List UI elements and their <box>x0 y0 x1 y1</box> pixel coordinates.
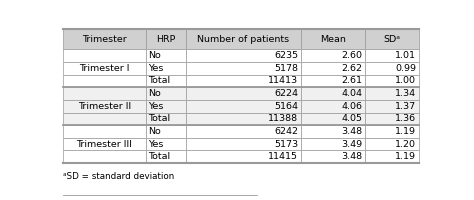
Bar <box>186 62 301 75</box>
Text: 3.49: 3.49 <box>341 140 362 149</box>
Text: Trimester: Trimester <box>82 35 127 44</box>
Bar <box>301 87 365 100</box>
Bar <box>365 100 419 113</box>
Bar <box>301 75 365 87</box>
Text: 1.19: 1.19 <box>395 152 416 161</box>
Bar <box>365 62 419 75</box>
Text: 1.20: 1.20 <box>395 140 416 149</box>
Text: Trimester III: Trimester III <box>76 140 132 149</box>
Bar <box>301 125 365 138</box>
Bar <box>63 75 146 87</box>
Text: Total: Total <box>148 152 171 161</box>
Text: No: No <box>148 127 161 136</box>
Text: Mean: Mean <box>320 35 346 44</box>
Bar <box>146 62 186 75</box>
Text: 0.99: 0.99 <box>395 64 416 73</box>
Bar <box>63 49 146 62</box>
Bar <box>63 125 146 138</box>
Bar <box>186 49 301 62</box>
Text: 5173: 5173 <box>274 140 298 149</box>
Text: 4.06: 4.06 <box>341 102 362 111</box>
Text: 2.62: 2.62 <box>341 64 362 73</box>
Text: 11415: 11415 <box>268 152 298 161</box>
Text: Trimester I: Trimester I <box>79 64 129 73</box>
Text: 5164: 5164 <box>274 102 298 111</box>
Text: 11413: 11413 <box>268 76 298 85</box>
Text: SDᵃ: SDᵃ <box>383 35 401 44</box>
Text: Total: Total <box>148 76 171 85</box>
Bar <box>365 138 419 150</box>
Text: Yes: Yes <box>148 140 164 149</box>
Text: 1.34: 1.34 <box>395 89 416 98</box>
Bar <box>186 125 301 138</box>
Bar <box>146 100 186 113</box>
Bar <box>63 87 146 100</box>
Text: 4.04: 4.04 <box>341 89 362 98</box>
Text: HRP: HRP <box>156 35 175 44</box>
Bar <box>146 49 186 62</box>
Text: Trimester II: Trimester II <box>78 102 131 111</box>
Bar <box>365 49 419 62</box>
Bar <box>301 49 365 62</box>
Bar <box>63 150 146 163</box>
Text: 1.36: 1.36 <box>395 114 416 123</box>
Text: 2.60: 2.60 <box>341 51 362 60</box>
Bar <box>63 138 146 150</box>
Text: 4.05: 4.05 <box>341 114 362 123</box>
Text: Yes: Yes <box>148 102 164 111</box>
Bar <box>146 138 186 150</box>
Bar <box>63 100 146 113</box>
Text: 11388: 11388 <box>268 114 298 123</box>
Text: 1.19: 1.19 <box>395 127 416 136</box>
Text: 3.48: 3.48 <box>341 127 362 136</box>
Bar <box>146 125 186 138</box>
Bar <box>301 150 365 163</box>
Bar <box>146 150 186 163</box>
Bar <box>365 87 419 100</box>
Text: 1.00: 1.00 <box>395 76 416 85</box>
Text: 6235: 6235 <box>274 51 298 60</box>
Bar <box>301 100 365 113</box>
Text: 6242: 6242 <box>274 127 298 136</box>
Text: 5178: 5178 <box>274 64 298 73</box>
Bar <box>186 87 301 100</box>
Bar <box>301 62 365 75</box>
Text: ᵃSD = standard deviation: ᵃSD = standard deviation <box>63 172 174 181</box>
Text: 1.01: 1.01 <box>395 51 416 60</box>
Bar <box>365 113 419 125</box>
Text: Yes: Yes <box>148 64 164 73</box>
Text: 1.37: 1.37 <box>395 102 416 111</box>
Bar <box>186 75 301 87</box>
Text: 6224: 6224 <box>274 89 298 98</box>
Bar <box>365 150 419 163</box>
Text: No: No <box>148 89 161 98</box>
Bar <box>146 113 186 125</box>
Bar <box>186 150 301 163</box>
Bar <box>301 113 365 125</box>
Bar <box>63 62 146 75</box>
Bar <box>365 125 419 138</box>
Bar <box>63 113 146 125</box>
Bar <box>186 100 301 113</box>
Bar <box>186 138 301 150</box>
Bar <box>146 75 186 87</box>
Text: 3.48: 3.48 <box>341 152 362 161</box>
Text: 2.61: 2.61 <box>341 76 362 85</box>
Text: Number of patients: Number of patients <box>197 35 290 44</box>
Bar <box>365 75 419 87</box>
Bar <box>186 113 301 125</box>
Bar <box>146 87 186 100</box>
Bar <box>301 138 365 150</box>
Text: No: No <box>148 51 161 60</box>
Text: Total: Total <box>148 114 171 123</box>
